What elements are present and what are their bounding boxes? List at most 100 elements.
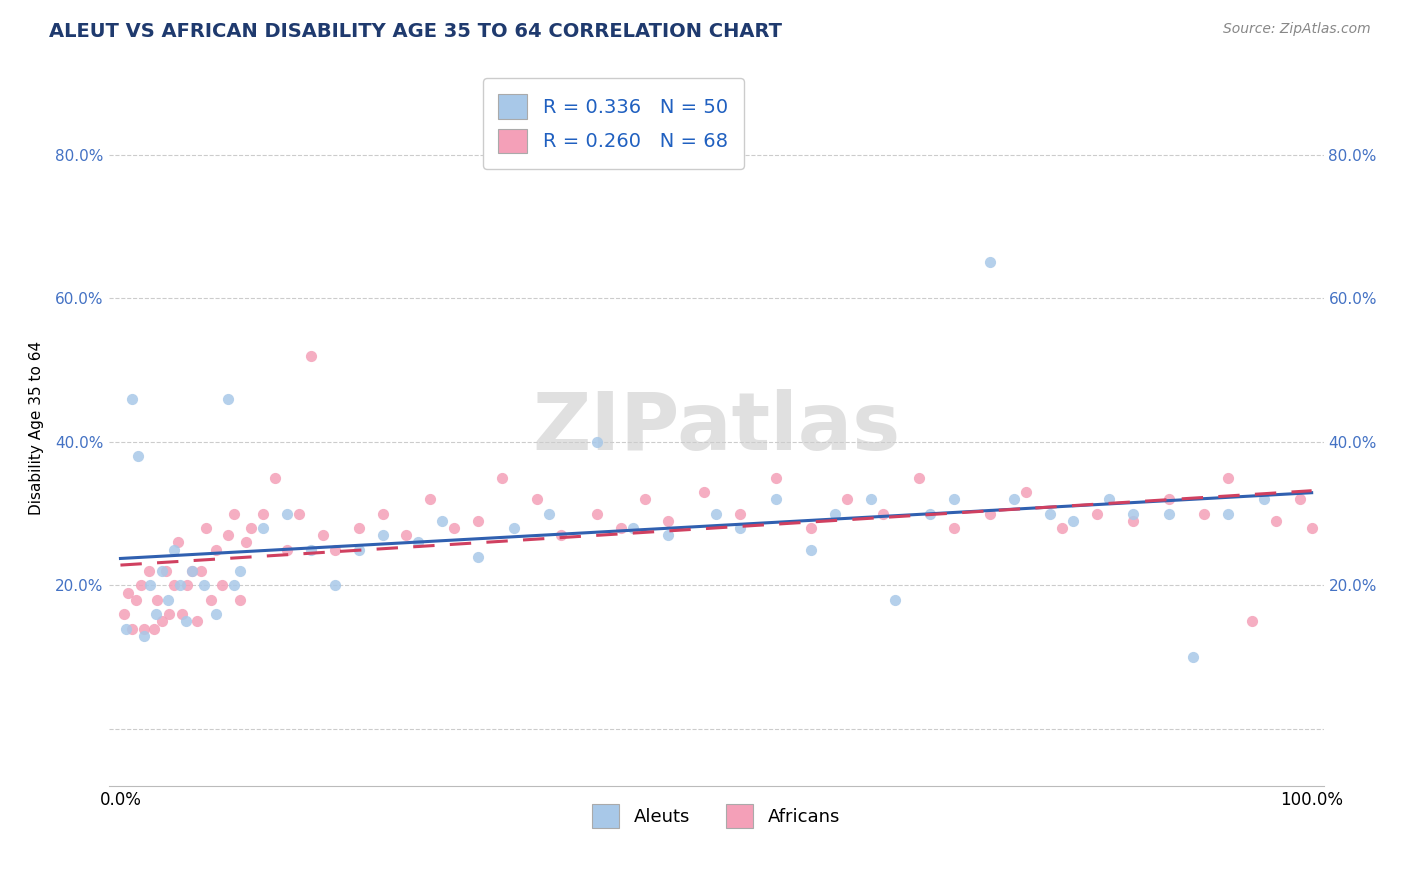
Point [610, 521, 633, 535]
Point [150, 564, 173, 578]
Point [127, 449, 149, 463]
Point [235, 535, 257, 549]
Point [586, 434, 609, 449]
Text: ALEUT VS AFRICAN DISABILITY AGE 35 TO 64 CORRELATION CHART: ALEUT VS AFRICAN DISABILITY AGE 35 TO 64… [49, 22, 782, 41]
Point [1241, 615, 1264, 629]
Point [920, 507, 942, 521]
Point [1218, 507, 1240, 521]
Point [406, 535, 429, 549]
Point [347, 521, 370, 535]
Point [211, 578, 233, 592]
Point [240, 521, 263, 535]
Text: Source: ZipAtlas.com: Source: ZipAtlas.com [1223, 22, 1371, 37]
Point [288, 507, 311, 521]
Point [704, 507, 727, 521]
Point [979, 255, 1001, 269]
Point [538, 507, 561, 521]
Point [176, 578, 198, 592]
Point [1039, 507, 1062, 521]
Point [142, 622, 165, 636]
Point [1122, 514, 1144, 528]
Point [129, 578, 152, 592]
Point [728, 521, 751, 535]
Point [157, 607, 180, 622]
Point [217, 528, 239, 542]
Point [150, 615, 173, 629]
Point [157, 592, 180, 607]
Point [222, 578, 245, 592]
Point [1002, 492, 1025, 507]
Point [824, 507, 846, 521]
Point [195, 521, 218, 535]
Point [943, 521, 966, 535]
Point [765, 471, 787, 485]
Point [491, 471, 513, 485]
Point [859, 492, 882, 507]
Point [1015, 485, 1038, 500]
Point [1098, 492, 1121, 507]
Point [252, 507, 274, 521]
Point [467, 549, 489, 564]
Point [112, 607, 135, 622]
Point [190, 564, 212, 578]
Point [1122, 507, 1144, 521]
Point [1264, 514, 1286, 528]
Point [1253, 492, 1275, 507]
Point [172, 607, 194, 622]
Point [163, 578, 186, 592]
Point [323, 542, 346, 557]
Point [443, 521, 465, 535]
Point [1181, 650, 1204, 665]
Point [657, 514, 679, 528]
Point [693, 485, 716, 500]
Point [502, 521, 524, 535]
Point [146, 592, 169, 607]
Point [163, 542, 186, 557]
Point [419, 492, 441, 507]
Point [228, 564, 250, 578]
Point [222, 507, 245, 521]
Point [228, 592, 250, 607]
Point [907, 471, 929, 485]
Point [180, 564, 202, 578]
Point [657, 528, 679, 542]
Point [204, 607, 226, 622]
Point [347, 542, 370, 557]
Legend: Aleuts, Africans: Aleuts, Africans [585, 797, 848, 835]
Point [835, 492, 858, 507]
Point [155, 564, 177, 578]
Point [252, 521, 274, 535]
Point [633, 492, 655, 507]
Point [323, 578, 346, 592]
Point [138, 564, 160, 578]
Point [299, 349, 322, 363]
Point [1194, 507, 1216, 521]
Point [728, 507, 751, 521]
Point [1301, 521, 1323, 535]
Text: ZIPatlas: ZIPatlas [531, 389, 900, 467]
Point [217, 392, 239, 406]
Point [125, 592, 148, 607]
Point [467, 514, 489, 528]
Point [1085, 507, 1108, 521]
Point [193, 578, 215, 592]
Point [1157, 492, 1180, 507]
Point [979, 507, 1001, 521]
Point [1062, 514, 1084, 528]
Point [134, 622, 156, 636]
Point [174, 615, 197, 629]
Point [943, 492, 966, 507]
Point [264, 471, 287, 485]
Point [200, 592, 222, 607]
Point [371, 528, 394, 542]
Point [430, 514, 453, 528]
Point [169, 578, 191, 592]
Point [526, 492, 548, 507]
Point [115, 622, 138, 636]
Point [276, 542, 298, 557]
Point [276, 507, 298, 521]
Point [312, 528, 335, 542]
Point [1288, 492, 1310, 507]
Point [872, 507, 894, 521]
Point [550, 528, 572, 542]
